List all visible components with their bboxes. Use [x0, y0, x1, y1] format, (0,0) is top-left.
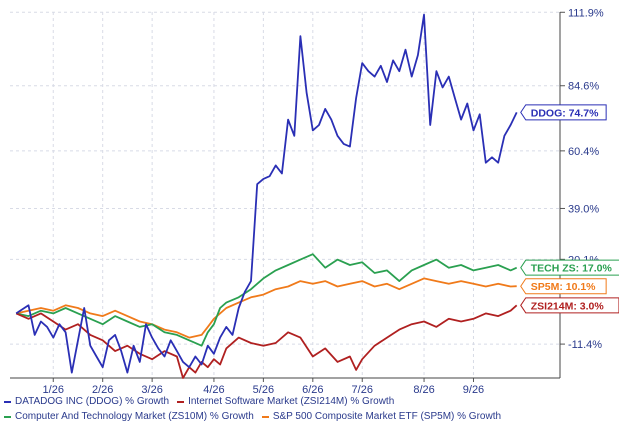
- x-tick-label: 2/26: [92, 384, 113, 396]
- end-label-text: TECH ZS: 17.0%: [531, 263, 613, 275]
- legend-label: S&P 500 Composite Market ETF (SP5M) % Gr…: [272, 411, 502, 422]
- y-tick-label: 60.4%: [568, 146, 599, 158]
- legend-swatch: [4, 400, 11, 403]
- end-label-text: DDOG: 74.7%: [531, 107, 599, 119]
- series-line: [15, 13, 518, 374]
- y-tick-label: 84.6%: [568, 81, 599, 93]
- legend-label: Computer And Technology Market (ZS10M) %…: [15, 411, 254, 422]
- x-tick-label: 5/26: [253, 384, 274, 396]
- legend-item: DATADOG INC (DDOG) % Growth: [4, 396, 169, 407]
- end-label-text: SP5M: 10.1%: [531, 281, 596, 293]
- x-tick-label: 4/26: [203, 384, 224, 396]
- legend-item: Internet Software Market (ZSI214M) % Gro…: [177, 396, 394, 407]
- x-tick-label: 1/26: [43, 384, 64, 396]
- y-tick-label: 111.9%: [568, 7, 604, 19]
- x-tick-label: 8/26: [413, 384, 434, 396]
- series-line: [15, 304, 518, 379]
- series-line: [16, 253, 518, 347]
- legend-swatch: [4, 415, 11, 418]
- end-label-box: [520, 104, 607, 121]
- x-tick-label: 6/26: [302, 384, 323, 396]
- legend-label: Internet Software Market (ZSI214M) % Gro…: [188, 396, 395, 407]
- legend-label: DATADOG INC (DDOG) % Growth: [15, 396, 170, 407]
- legend-row: DATADOG INC (DDOG) % Growth Internet Soft…: [4, 396, 402, 407]
- plot-area: [10, 12, 560, 378]
- legend-swatch: [177, 400, 185, 403]
- legend-row: Computer And Technology Market (ZS10M) %…: [4, 411, 509, 422]
- series-line: [16, 277, 517, 339]
- end-label-box: [520, 278, 607, 295]
- end-label-text: ZSI214M: 3.0%: [531, 300, 605, 312]
- x-tick-label: 3/26: [141, 384, 162, 396]
- x-tick-label: 7/26: [352, 384, 373, 396]
- x-tick-label: 9/26: [463, 384, 484, 396]
- legend-item: Computer And Technology Market (ZS10M) %…: [4, 411, 254, 422]
- end-label-box: [520, 259, 619, 276]
- y-tick-label: 39.0%: [568, 203, 599, 215]
- legend-swatch: [261, 415, 269, 418]
- legend-item: S&P 500 Composite Market ETF (SP5M) % Gr…: [261, 411, 502, 422]
- y-tick-label: -11.4%: [568, 339, 602, 351]
